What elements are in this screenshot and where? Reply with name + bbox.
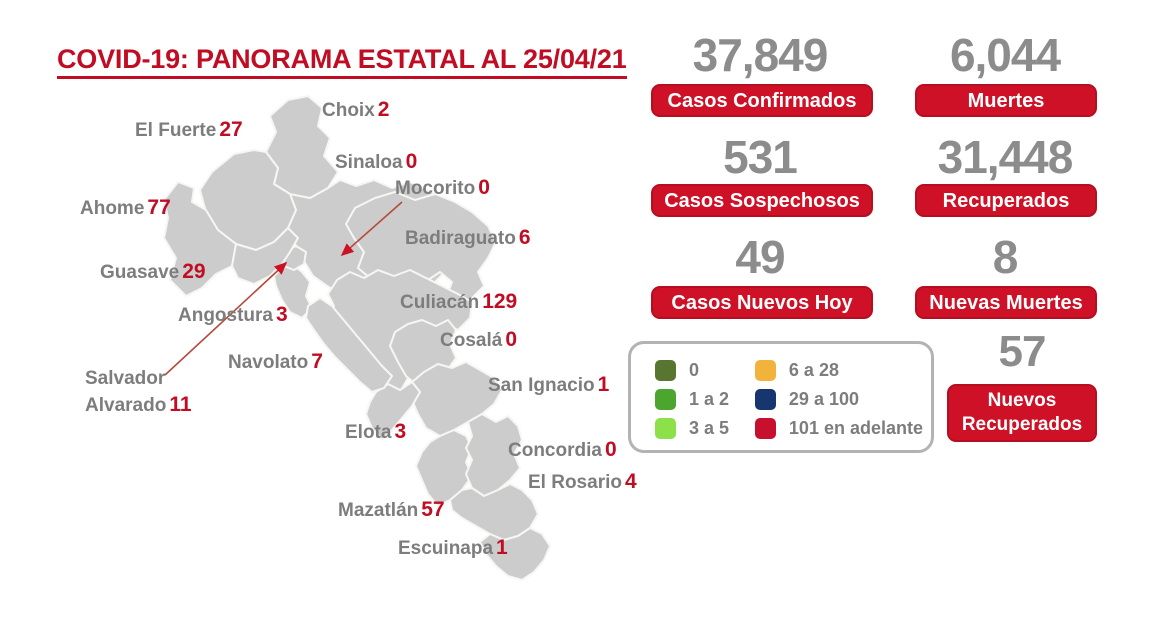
stat-value-nuevas-muertes: 8 [992, 231, 1019, 283]
stat-box-line: Recuperados [961, 414, 1083, 435]
leader-line [340, 201, 403, 257]
region-concordia [465, 413, 523, 497]
legend-item-label: 29 a 100 [788, 388, 859, 409]
stat-box-casos-confirmados: Casos Confirmados [651, 84, 873, 117]
stat-value-muertes: 6,044 [949, 29, 1061, 81]
stat-value-recuperados: 31,448 [937, 131, 1074, 183]
region-ahome [163, 181, 237, 297]
region-angostura [273, 263, 313, 319]
stat-box-casos-nuevos-hoy: Casos Nuevos Hoy [651, 286, 873, 319]
legend-color-swatch [655, 359, 676, 381]
legend-item: 3 a 5 [655, 414, 755, 442]
legend-item: 1 a 2 [655, 385, 755, 413]
legend-color-swatch [754, 417, 776, 439]
stat-box-line: Nuevos [987, 390, 1057, 411]
stat-box-nuevas-muertes: Nuevas Muertes [915, 286, 1097, 319]
legend-item: 6 a 28 [754, 356, 923, 384]
stat-value-casos-confirmados: 37,849 [692, 29, 829, 81]
stat-box-casos-sospechosos: Casos Sospechosos [651, 184, 873, 217]
region-escuinapa [479, 527, 551, 581]
region-navolato [305, 297, 393, 393]
region-guasave [231, 227, 299, 285]
stat-value-casos-nuevos-hoy: 49 [735, 231, 785, 283]
legend-color-swatch [754, 388, 776, 410]
stat-value-casos-sospechosos: 531 [723, 131, 798, 183]
sinaloa-choropleth-map [163, 95, 551, 581]
legend-item-label: 0 [689, 359, 700, 380]
legend-item: 101 en adelante [754, 414, 923, 442]
legend-item-label: 6 a 28 [788, 359, 839, 380]
legend-item: 29 a 100 [754, 385, 923, 413]
page-title: COVID-19: PANORAMA ESTATAL AL 25/04/21 [57, 44, 627, 80]
legend-item-label: 3 a 5 [689, 417, 730, 438]
legend-column-left: 0 1 a 2 3 a 5 [655, 356, 755, 442]
legend-item-label: 101 en adelante [788, 417, 923, 438]
municipality-name: Ahome [80, 198, 145, 219]
legend-box: 0 1 a 2 3 a 5 6 a 28 29 a 100 101 en adelant… [628, 341, 934, 453]
stat-box-recuperados: Recuperados [915, 184, 1097, 217]
region-el-rosario [449, 483, 539, 541]
legend-item-label: 1 a 2 [689, 388, 730, 409]
stat-value-nuevos-recuperados: 57 [998, 327, 1047, 376]
legend-color-swatch [655, 388, 676, 410]
region-elota [365, 381, 421, 441]
legend-column-right: 6 a 28 29 a 100 101 en adelante [754, 356, 923, 442]
leader-line [164, 261, 288, 376]
region-san-ignacio [411, 361, 503, 437]
legend-color-swatch [754, 359, 776, 381]
stat-box-muertes: Muertes [915, 84, 1097, 117]
region-choix [265, 95, 339, 199]
legend-color-swatch [655, 417, 676, 439]
stat-box-nuevos-recuperados: Nuevos Recuperados [947, 384, 1097, 442]
legend-item: 0 [655, 356, 755, 384]
